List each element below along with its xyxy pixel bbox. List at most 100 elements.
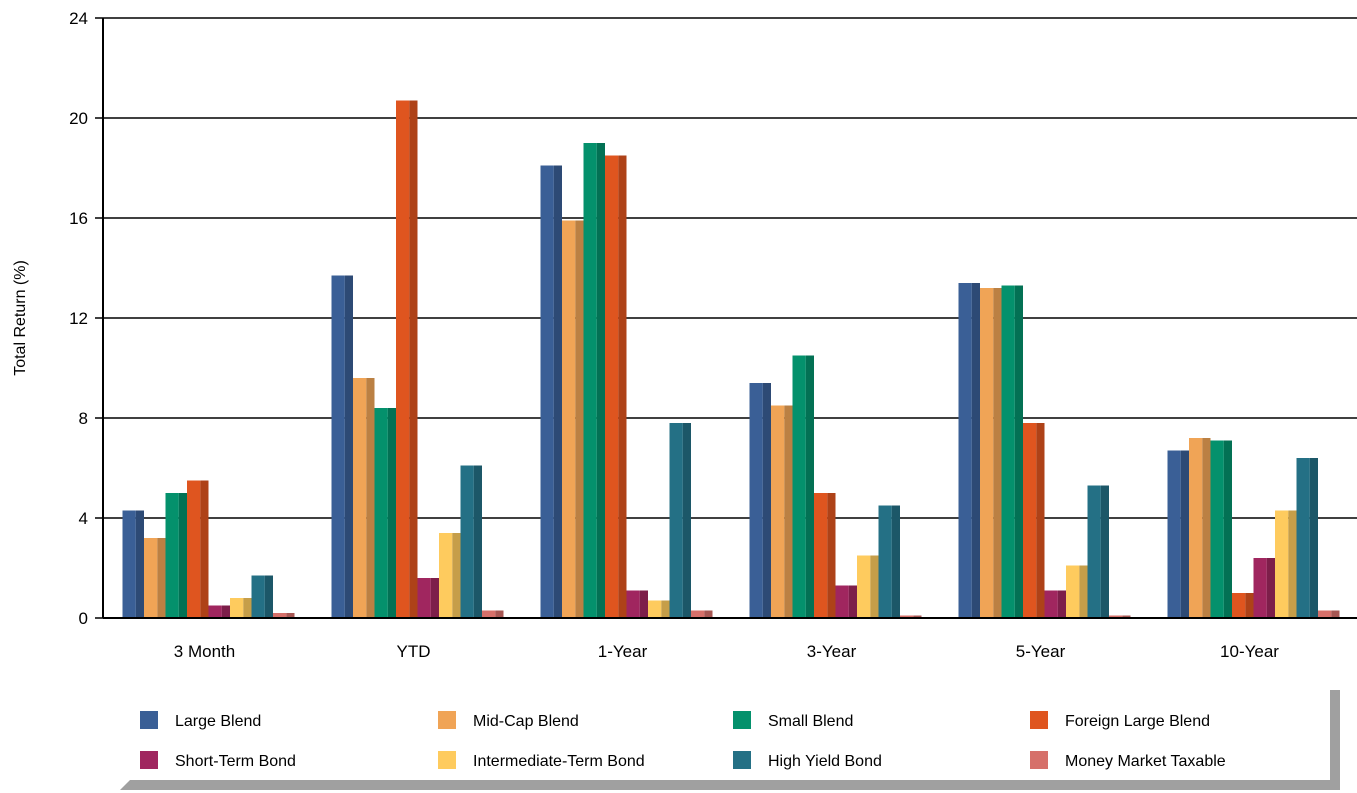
bar — [878, 505, 900, 618]
x-tick-label: 3-Year — [807, 642, 857, 661]
bar — [374, 408, 396, 618]
bar — [230, 598, 252, 618]
bar-side — [971, 283, 980, 618]
x-tick-label: 5-Year — [1016, 642, 1066, 661]
bar — [187, 480, 209, 618]
legend-label: High Yield Bond — [768, 753, 882, 770]
x-tick-labels: 3 Month YTD 1-Year 3-Year 5-Year 10-Year — [174, 642, 1280, 661]
bar-face — [691, 610, 705, 618]
bar-side — [200, 480, 209, 618]
bars — [122, 100, 1340, 618]
bar-face — [439, 533, 453, 618]
bar-face — [958, 283, 972, 618]
bar — [958, 283, 980, 618]
bar — [208, 605, 230, 618]
legend-swatch — [1030, 711, 1048, 729]
bar — [1189, 438, 1211, 618]
bar-side — [596, 143, 605, 618]
bar — [792, 355, 814, 618]
bar-face — [144, 538, 158, 618]
bar — [900, 615, 922, 618]
bar-side — [805, 355, 814, 618]
bar-side — [452, 533, 461, 618]
x-tick-label: 10-Year — [1220, 642, 1279, 661]
legend-label: Large Blend — [175, 713, 261, 730]
bar-side — [704, 610, 713, 618]
x-tick-label: 3 Month — [174, 642, 235, 661]
bar-face — [669, 423, 683, 618]
bar-face — [749, 383, 763, 618]
bar-face — [273, 613, 287, 618]
bar-face — [1232, 593, 1246, 618]
legend-item: Foreign Large Blend — [1030, 711, 1210, 730]
bar — [1109, 615, 1131, 618]
bar — [771, 405, 793, 618]
bar — [144, 538, 166, 618]
bar — [1023, 423, 1045, 618]
legend-frame-shadow — [120, 690, 1340, 790]
bar-side — [1100, 485, 1109, 618]
legend-label: Mid-Cap Blend — [473, 713, 579, 730]
bar-face — [1087, 485, 1101, 618]
bar-side — [243, 598, 252, 618]
y-tick-label: 12 — [69, 309, 88, 328]
bar-face — [1066, 565, 1080, 618]
bar-side — [473, 465, 482, 618]
bar-side — [575, 220, 584, 618]
bar — [814, 493, 836, 618]
bar — [1253, 558, 1275, 618]
bar-face — [122, 510, 136, 618]
legend-label: Short-Term Bond — [175, 753, 296, 770]
bar-side — [993, 288, 1002, 618]
bar-face — [648, 600, 662, 618]
bar — [1210, 440, 1232, 618]
bar — [1275, 510, 1297, 618]
bar-face — [1001, 285, 1015, 618]
bar — [626, 590, 648, 618]
legend-item: Mid-Cap Blend — [438, 711, 579, 730]
bar — [417, 578, 439, 618]
x-tick-label: YTD — [397, 642, 431, 661]
bar — [165, 493, 187, 618]
bar-face — [1109, 615, 1123, 618]
bar-face — [208, 605, 222, 618]
bar — [482, 610, 504, 618]
bar — [857, 555, 879, 618]
bar-face — [540, 165, 554, 618]
bar-face — [835, 585, 849, 618]
bar — [1232, 593, 1254, 618]
legend-label: Intermediate-Term Bond — [473, 753, 645, 770]
legend-item: Money Market Taxable — [1030, 751, 1226, 770]
bar — [251, 575, 273, 618]
legend-swatch — [733, 751, 751, 769]
bar — [1296, 458, 1318, 618]
bar-face — [1210, 440, 1224, 618]
bar-face — [374, 408, 388, 618]
bar-side — [891, 505, 900, 618]
y-axis-label: Total Return (%) — [12, 260, 29, 376]
bar — [749, 383, 771, 618]
bar-face — [1318, 610, 1332, 618]
bar-face — [165, 493, 179, 618]
bar-side — [848, 585, 857, 618]
axes — [95, 17, 1357, 619]
bar-side — [1288, 510, 1297, 618]
legend-item: Intermediate-Term Bond — [438, 751, 645, 770]
bar-side — [870, 555, 879, 618]
legend-swatch — [140, 711, 158, 729]
bar-side — [1309, 458, 1318, 618]
legend-label: Money Market Taxable — [1065, 753, 1226, 770]
y-tick-label: 8 — [79, 409, 88, 428]
bar-face — [396, 100, 410, 618]
bar-face — [814, 493, 828, 618]
bar — [1087, 485, 1109, 618]
bar — [605, 155, 627, 618]
bar-side — [430, 578, 439, 618]
bar — [980, 288, 1002, 618]
bar-face — [1275, 510, 1289, 618]
legend-item: Large Blend — [140, 711, 261, 730]
bar-face — [482, 610, 496, 618]
bar-side — [1180, 450, 1189, 618]
bar-side — [1331, 610, 1340, 618]
bar-face — [251, 575, 265, 618]
